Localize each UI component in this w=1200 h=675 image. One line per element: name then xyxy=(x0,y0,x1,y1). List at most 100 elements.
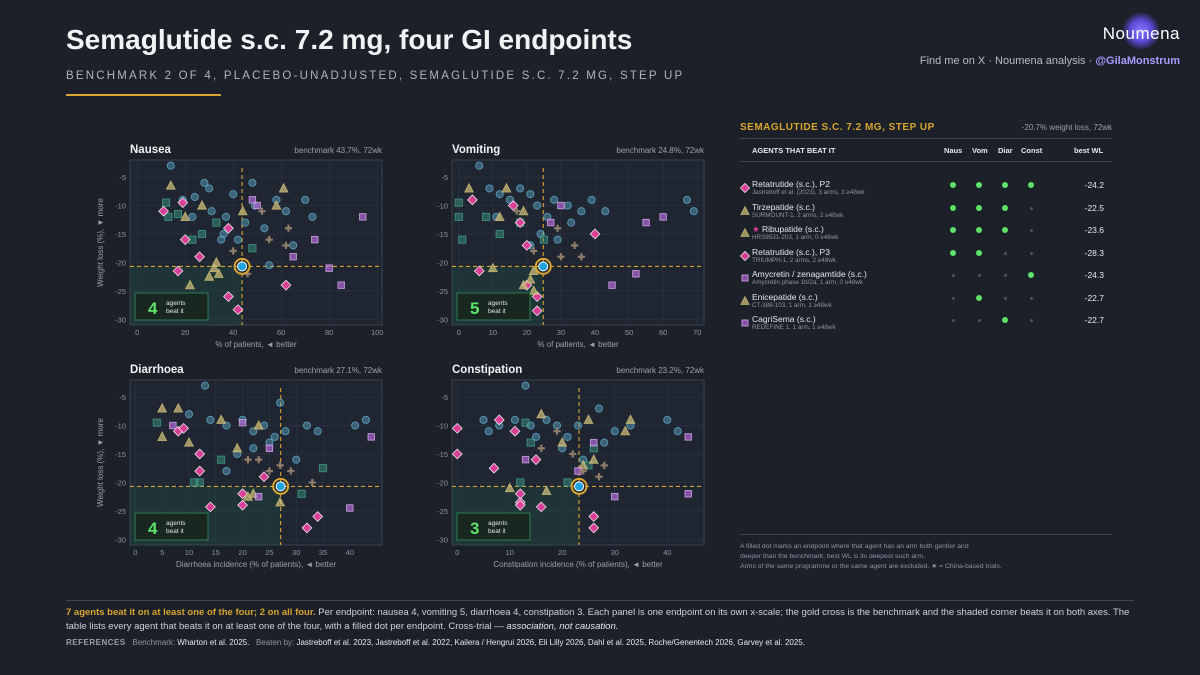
data-point xyxy=(169,421,177,430)
data-point xyxy=(221,212,231,221)
data-point xyxy=(577,253,586,261)
data-point xyxy=(157,431,168,441)
data-point xyxy=(467,194,478,206)
data-point xyxy=(265,444,274,452)
legend-marker xyxy=(740,205,750,215)
no-beat-dot-icon xyxy=(1029,206,1033,210)
y-tick-label: -5 xyxy=(441,393,448,402)
summary-italic: association, not causation. xyxy=(506,620,619,632)
y-tick-label: -10 xyxy=(115,202,126,211)
noumena-logo-icon xyxy=(1110,12,1170,52)
no-beat-dot-icon xyxy=(951,296,955,300)
data-point xyxy=(308,478,316,487)
best-wl-value: -24.3 xyxy=(1084,270,1104,280)
benchmark-ref: Wharton et al. 2025. xyxy=(177,638,250,647)
data-point xyxy=(573,421,583,430)
data-point xyxy=(253,201,261,210)
legend-marker xyxy=(740,227,750,237)
agent-detail: Amycretin phase 1b/2a, 1 arm, 0 ≥48wk xyxy=(752,279,863,286)
x-handle-link[interactable]: @GilaMonstrum xyxy=(1095,55,1180,67)
data-point xyxy=(241,218,250,227)
data-point xyxy=(237,499,249,511)
data-point xyxy=(297,489,306,498)
y-tick-label: -5 xyxy=(441,173,448,182)
data-point xyxy=(588,522,600,534)
y-tick-label: -30 xyxy=(115,535,126,544)
data-point xyxy=(211,256,222,267)
references-label: REFERENCES xyxy=(66,638,126,647)
best-wl-value: -23.6 xyxy=(1084,225,1104,235)
data-point xyxy=(451,422,463,434)
data-point xyxy=(689,207,698,216)
y-tick-label: -30 xyxy=(437,535,448,544)
data-point xyxy=(505,195,514,204)
beat-dot-icon xyxy=(950,227,956,233)
data-point xyxy=(222,291,234,302)
data-point xyxy=(248,244,257,253)
data-point xyxy=(589,228,601,240)
data-point xyxy=(200,178,209,187)
no-beat-dot-icon xyxy=(1003,296,1007,300)
data-point xyxy=(265,467,274,475)
panel-constipation: Constipation benchmark 23.2%, 72wk 0 10 20 30… xyxy=(437,364,705,569)
data-point xyxy=(216,414,227,424)
x-tick-label: 35 xyxy=(319,548,327,557)
table-header-row: AGENTS THAT BEAT IT Naus Vom Diar Const … xyxy=(740,139,1112,162)
data-point xyxy=(337,281,345,289)
table-row: Tirzepatide (s.c.) SURMOUNT-1, 2 arms, 2 … xyxy=(740,202,1112,224)
benchmark-note: benchmark 27.1%, 72wk xyxy=(294,366,383,375)
beaten-by-label: Beaten by: xyxy=(256,638,295,647)
x-tick-label: 50 xyxy=(625,328,633,337)
data-point xyxy=(642,218,650,227)
data-point xyxy=(541,485,552,495)
legend-marker xyxy=(741,274,749,282)
data-point xyxy=(553,224,562,232)
y-tick-label: -30 xyxy=(115,315,126,324)
no-beat-dot-icon xyxy=(1029,251,1033,255)
data-point xyxy=(178,422,190,434)
data-point xyxy=(547,218,555,227)
data-point xyxy=(361,415,370,424)
y-tick-label: -25 xyxy=(115,287,126,296)
panel-nausea: Nausea benchmark 43.7%, 72wk 0 20 40 60 80 100 -… xyxy=(96,144,383,349)
data-point xyxy=(325,264,333,272)
beat-dot-icon xyxy=(1002,204,1008,211)
agent-name: Amycretin / zenagamtide (s.c.) xyxy=(752,269,867,279)
y-tick-label: -20 xyxy=(437,258,448,267)
summary-body: Per endpoint: nausea 4, vomiting 5, diar… xyxy=(66,607,1130,632)
data-point xyxy=(510,415,520,424)
data-point xyxy=(473,265,485,277)
benchmark-point xyxy=(237,261,248,272)
x-tick-label: 30 xyxy=(611,548,619,557)
footnote-line: A filled dot marks an endpoint where tha… xyxy=(740,543,969,550)
agent-marker-icon xyxy=(740,225,750,237)
data-point xyxy=(550,195,559,204)
data-point xyxy=(313,427,322,436)
data-point xyxy=(301,195,310,204)
data-point xyxy=(570,241,579,249)
data-point xyxy=(563,478,572,487)
data-point xyxy=(535,501,547,513)
badge-box xyxy=(134,512,209,541)
data-point xyxy=(196,199,208,210)
data-point xyxy=(494,211,505,221)
best-wl-value: -22.7 xyxy=(1084,292,1104,303)
y-tick-label: -10 xyxy=(115,422,126,431)
data-point xyxy=(190,478,199,487)
legend-marker xyxy=(739,182,751,194)
data-point xyxy=(537,444,545,452)
x-tick-label: 40 xyxy=(346,548,354,557)
data-point xyxy=(557,253,565,261)
data-point xyxy=(301,522,313,534)
data-point xyxy=(172,265,184,277)
data-point xyxy=(302,421,311,430)
page-title: Semaglutide s.c. 7.2 mg, four GI endpoin… xyxy=(66,24,633,55)
footnote-line: Arms of the same programme or the same a… xyxy=(740,562,1002,570)
data-point xyxy=(359,213,367,221)
table-title: SEMAGLUTIDE S.C. 7.2 MG, STEP UP xyxy=(740,122,935,133)
y-axis-label: Weight loss (%), ▼ more xyxy=(96,198,105,287)
agents-table: SEMAGLUTIDE S.C. 7.2 MG, STEP UP -20.7% … xyxy=(739,118,1112,332)
x-tick-label: 20 xyxy=(523,328,531,337)
